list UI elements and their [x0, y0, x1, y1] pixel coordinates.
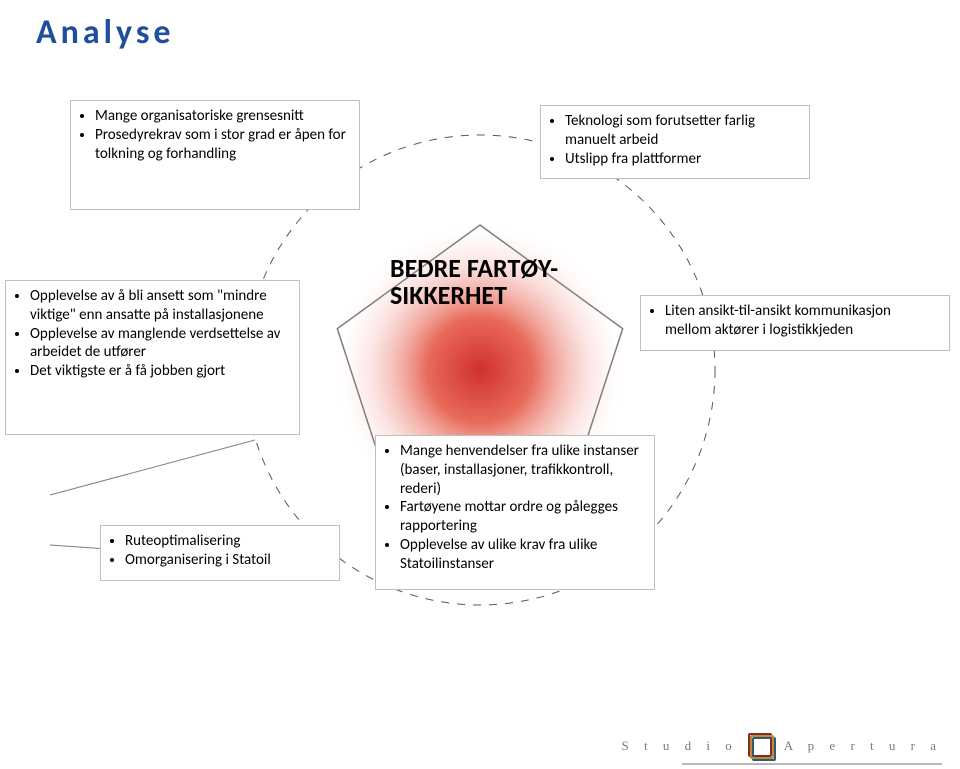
logo-text-studio: S t u d i o	[622, 738, 738, 754]
box-bullet: Opplevelse av ulike krav fra ulike Stato…	[400, 536, 644, 574]
center-label-line1: BEDRE FARTØY-	[390, 255, 558, 282]
logo-underline	[682, 763, 942, 765]
center-label: BEDRE FARTØY- SIKKERHET	[390, 255, 558, 310]
box-henvendelser: Mange henvendelser fra ulike instanser (…	[375, 435, 655, 590]
box-bullet: Teknologi som forutsetter farlig manuelt…	[565, 112, 799, 150]
center-label-line2: SIKKERHET	[390, 282, 558, 309]
box-bullet: Mange organisatoriske grensesnitt	[95, 107, 349, 126]
box-organisatoriske-grensesnitt: Mange organisatoriske grensesnittProsedy…	[70, 100, 360, 210]
box-ruteoptimalisering: RuteoptimaliseringOmorganisering i Stato…	[100, 525, 340, 581]
box-bullet: Det viktigste er å få jobben gjort	[30, 362, 289, 381]
logo-text-apertura: A p e r t u r a	[784, 738, 942, 754]
box-bullet: Fartøyene mottar ordre og pålegges rappo…	[400, 498, 644, 536]
box-bullet: Liten ansikt-til-ansikt kommunikasjon me…	[665, 302, 939, 340]
box-bullet: Opplevelse av manglende verdsettelse av …	[30, 325, 289, 363]
box-teknologi: Teknologi som forutsetter farlig manuelt…	[540, 105, 810, 179]
box-opplevelse-ansett: Opplevelse av å bli ansett som "mindre v…	[5, 280, 300, 435]
box-bullet: Ruteoptimalisering	[125, 532, 329, 551]
page-title: Analyse	[36, 12, 175, 53]
box-bullet: Prosedyrekrav som i stor grad er åpen fo…	[95, 126, 349, 164]
stage: Analyse BEDRE FARTØY- SIKKERHET Mange or…	[0, 0, 960, 769]
box-bullet: Utslipp fra plattformer	[565, 150, 799, 169]
studio-apertura-logo: S t u d i o A p e r t u r a	[622, 733, 942, 759]
box-bullet: Mange henvendelser fra ulike instanser (…	[400, 442, 644, 498]
box-bullet: Omorganisering i Statoil	[125, 551, 329, 570]
logo-mark	[748, 733, 774, 759]
box-bullet: Opplevelse av å bli ansett som "mindre v…	[30, 287, 289, 325]
box-kommunikasjon: Liten ansikt-til-ansikt kommunikasjon me…	[640, 295, 950, 351]
